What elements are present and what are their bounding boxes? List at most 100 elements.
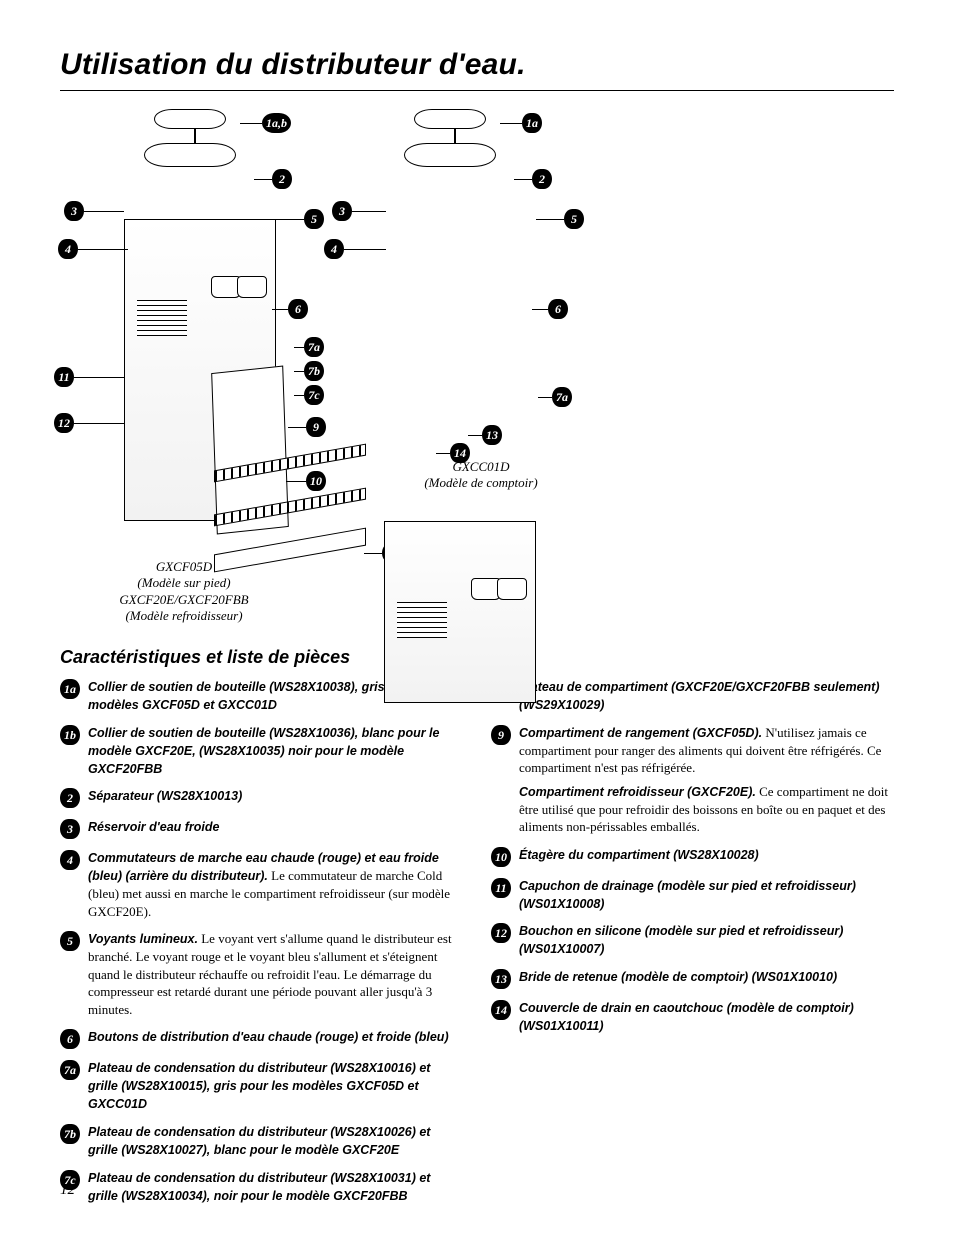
parts-list-right-column: 8 Plateau de compartiment (GXCF20E/GXCF2…	[491, 678, 894, 1214]
badge-icon: 2	[60, 788, 80, 808]
callout: 6	[532, 299, 568, 319]
dispenser-body-short	[384, 521, 536, 703]
badge-icon: 4	[58, 239, 78, 259]
list-item: 8 Plateau de compartiment (GXCF20E/GXCF2…	[491, 678, 894, 714]
item-title: Collier de soutien de bouteille (WS28X10…	[88, 726, 439, 776]
item-title: Plateau de condensation du distributeur …	[88, 1061, 430, 1111]
badge-icon: 1a	[522, 113, 542, 133]
badge-icon: 1b	[60, 725, 80, 745]
part-separator	[144, 143, 236, 167]
list-item: 6 Boutons de distribution d'eau chaude (…	[60, 1028, 463, 1049]
callout: 7c	[294, 385, 324, 405]
item-title: Voyants lumineux.	[88, 932, 198, 946]
callout: 1a,b	[240, 113, 291, 133]
item-title: Boutons de distribution d'eau chaude (ro…	[88, 1030, 449, 1044]
badge-icon: 7c	[304, 385, 324, 405]
list-item: 1b Collier de soutien de bouteille (WS28…	[60, 724, 463, 778]
badge-icon: 3	[60, 819, 80, 839]
callout: 5	[536, 209, 584, 229]
list-item: 7a Plateau de condensation du distribute…	[60, 1059, 463, 1113]
badge-icon: 7a	[60, 1060, 80, 1080]
badge-icon: 13	[491, 969, 511, 989]
badge-icon: 5	[304, 209, 324, 229]
item-title: Plateau de compartiment (GXCF20E/GXCF20F…	[519, 680, 880, 712]
callout: 13	[468, 425, 502, 445]
badge-icon: 5	[564, 209, 584, 229]
list-item: 14 Couvercle de drain en caoutchouc (mod…	[491, 999, 894, 1035]
badge-icon: 11	[491, 878, 511, 898]
badge-icon: 2	[272, 169, 292, 189]
parts-diagram: 1a,b 2 3 4 5 6 7a 7b 7c 8 9	[64, 109, 604, 629]
page-number: 12	[60, 1182, 75, 1199]
item-title: Bride de retenue (modèle de comptoir) (W…	[519, 970, 837, 984]
badge-icon: 6	[60, 1029, 80, 1049]
callout: 11	[54, 367, 124, 387]
badge-icon: 12	[54, 413, 74, 433]
callout: 2	[514, 169, 552, 189]
callout: 4	[58, 239, 128, 259]
list-item: 3 Réservoir d'eau froide	[60, 818, 463, 839]
vent-icon	[137, 300, 187, 336]
item-title: Plateau de condensation du distributeur …	[88, 1171, 430, 1203]
badge-icon: 3	[64, 201, 84, 221]
item-title: Couvercle de drain en caoutchouc (modèle…	[519, 1001, 854, 1033]
item-title: Compartiment de rangement (GXCF05D).	[519, 726, 762, 740]
badge-icon: 9	[306, 417, 326, 437]
spout-icon	[497, 578, 527, 600]
list-item: 2 Séparateur (WS28X10013)	[60, 787, 463, 808]
spout-icon	[237, 276, 267, 298]
badge-icon: 3	[332, 201, 352, 221]
badge-icon: 7b	[60, 1124, 80, 1144]
badge-icon: 2	[532, 169, 552, 189]
list-item: 13 Bride de retenue (modèle de comptoir)…	[491, 968, 894, 989]
badge-icon: 11	[54, 367, 74, 387]
badge-icon: 4	[60, 850, 80, 870]
callout: 10	[286, 471, 326, 491]
vent-icon	[397, 602, 447, 638]
list-item: 5 Voyants lumineux. Le voyant vert s'all…	[60, 930, 463, 1018]
part-cap	[414, 109, 486, 129]
badge-icon: 7b	[304, 361, 324, 381]
item-title: Séparateur (WS28X10013)	[88, 789, 242, 803]
badge-icon: 10	[491, 847, 511, 867]
callout: 7a	[294, 337, 324, 357]
page-title: Utilisation du distributeur d'eau.	[60, 48, 894, 82]
badge-icon: 4	[324, 239, 344, 259]
badge-icon: 7a	[304, 337, 324, 357]
badge-icon: 10	[306, 471, 326, 491]
callout: 3	[64, 201, 124, 221]
callout: 2	[254, 169, 292, 189]
badge-icon: 6	[288, 299, 308, 319]
parts-list-left-column: 1a Collier de soutien de bouteille (WS28…	[60, 678, 463, 1214]
callout: 6	[272, 299, 308, 319]
callout: 12	[54, 413, 124, 433]
list-item: 12 Bouchon en silicone (modèle sur pied …	[491, 922, 894, 958]
list-item: 7c Plateau de condensation du distribute…	[60, 1169, 463, 1205]
callout: 9	[288, 417, 326, 437]
badge-icon: 6	[548, 299, 568, 319]
badge-icon: 9	[491, 725, 511, 745]
list-item: 4 Commutateurs de marche eau chaude (rou…	[60, 849, 463, 920]
part-separator	[404, 143, 496, 167]
badge-icon: 5	[60, 931, 80, 951]
list-item: 9 Compartiment de rangement (GXCF05D). N…	[491, 724, 894, 836]
badge-icon: 7a	[552, 387, 572, 407]
diagram-line	[194, 129, 196, 143]
manual-page: Utilisation du distributeur d'eau. 1a,b …	[0, 0, 954, 1235]
badge-icon: 1a,b	[262, 113, 291, 133]
badge-icon: 14	[491, 1000, 511, 1020]
badge-icon: 12	[491, 923, 511, 943]
parts-list: 1a Collier de soutien de bouteille (WS28…	[60, 678, 894, 1214]
item-title: Étagère du compartiment (WS28X10028)	[519, 848, 759, 862]
callout: 7b	[294, 361, 324, 381]
list-item: 7b Plateau de condensation du distribute…	[60, 1123, 463, 1159]
list-item: 11 Capuchon de drainage (modèle sur pied…	[491, 877, 894, 913]
item-title: Réservoir d'eau froide	[88, 820, 220, 834]
item-title: Bouchon en silicone (modèle sur pied et …	[519, 924, 843, 956]
badge-icon: 1a	[60, 679, 80, 699]
callout: 4	[324, 239, 386, 259]
diagram-caption-left: GXCF05D (Modèle sur pied) GXCF20E/GXCF20…	[94, 559, 274, 624]
callout: 7a	[538, 387, 572, 407]
callout: 1a	[500, 113, 542, 133]
diagram-line	[454, 129, 456, 143]
